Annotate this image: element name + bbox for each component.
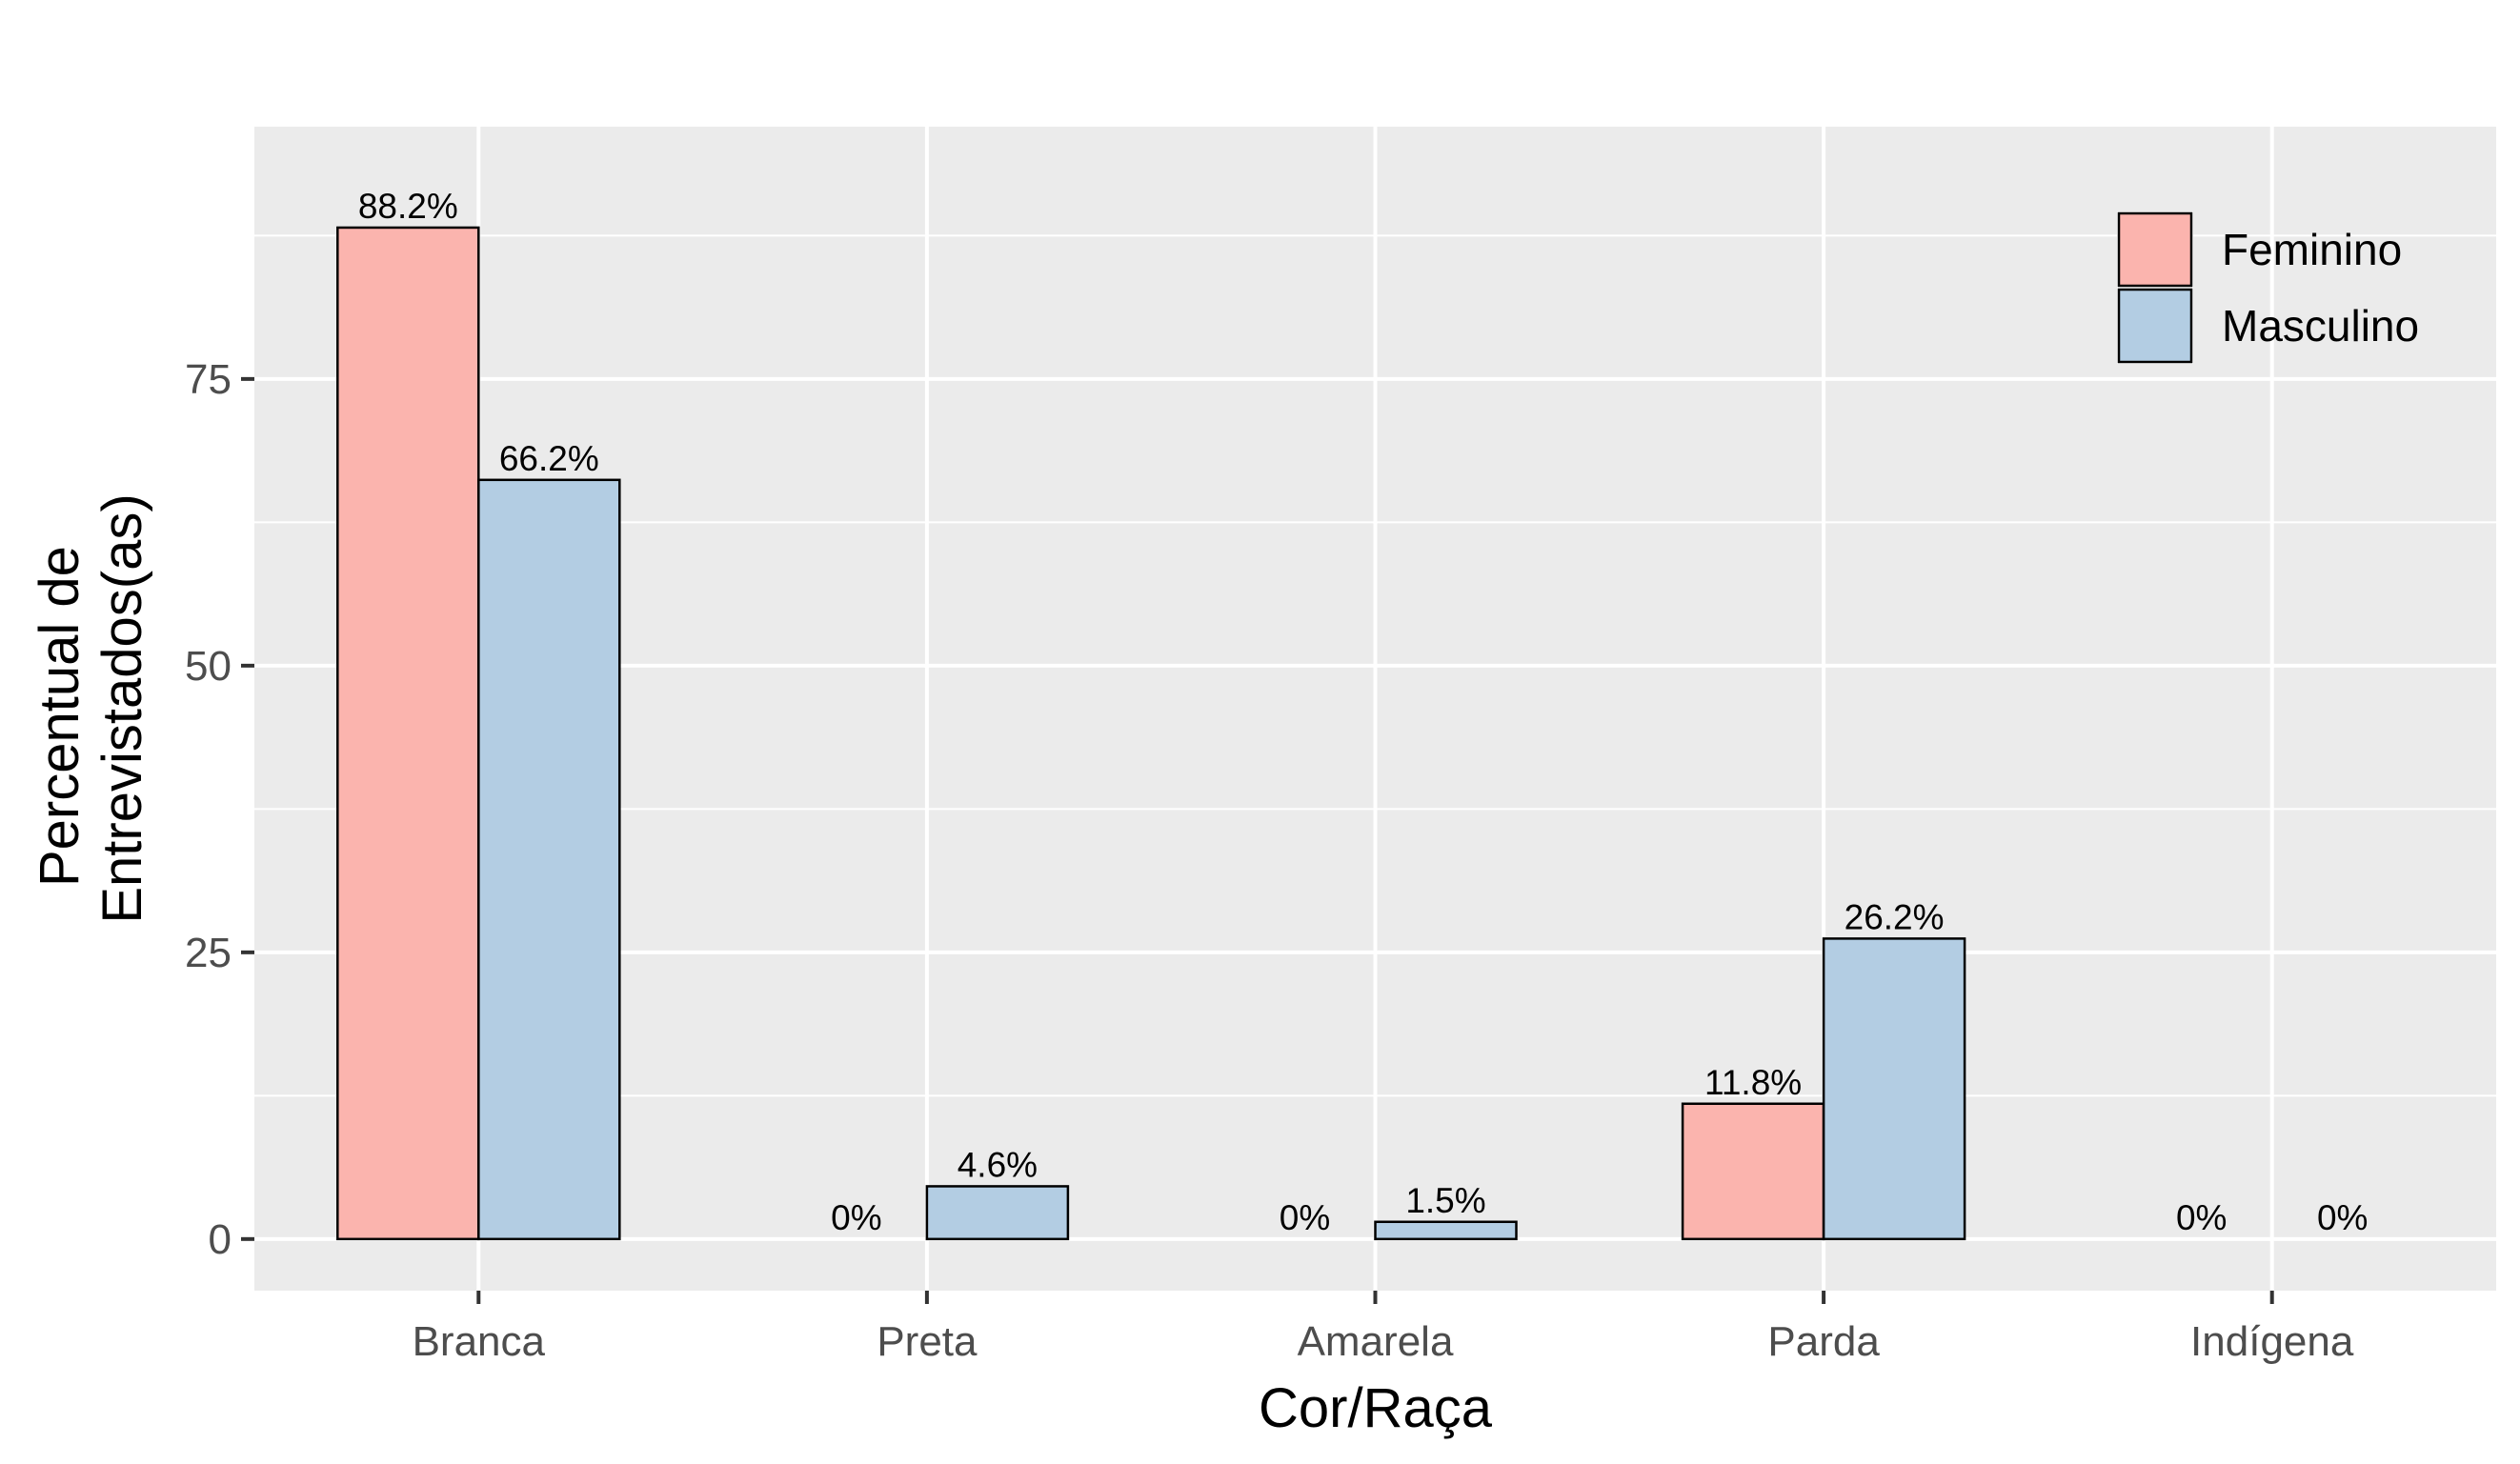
- bar-parda-masculino: [1822, 937, 1966, 1241]
- x-tick-label: Indígena: [2190, 1318, 2354, 1365]
- y-axis-title: Percentual de Entrevistados(as): [29, 493, 153, 923]
- y-axis: 0 25 50 75: [185, 356, 254, 1263]
- data-label: 0%: [2317, 1198, 2368, 1237]
- x-tick-label: Branca: [413, 1318, 546, 1365]
- bars: [336, 226, 1966, 1241]
- data-label: 11.8%: [1704, 1063, 1802, 1102]
- legend-label-feminino: Feminino: [2222, 225, 2402, 274]
- bar-branca-feminino: [336, 226, 480, 1241]
- y-tick-label: 25: [185, 930, 232, 976]
- data-labels: 88.2% 0% 0% 11.8% 0% 66.2% 4.6% 1.5% 26.2% 0%: [358, 187, 2369, 1237]
- bar-parda-feminino: [1681, 1102, 1825, 1241]
- data-label: 88.2%: [358, 187, 458, 226]
- y-axis-title-line-2: Entrevistados(as): [91, 493, 153, 923]
- legend-swatch-masculino: [2117, 288, 2193, 364]
- x-axis: Branca Preta Amarela Parda Indígena: [413, 1291, 2354, 1365]
- data-label: 1.5%: [1405, 1181, 1485, 1220]
- y-tick-label: 75: [185, 356, 232, 403]
- data-label: 66.2%: [499, 439, 599, 478]
- legend-swatch-feminino: [2117, 211, 2193, 288]
- x-tick-label: Amarela: [1298, 1318, 1454, 1365]
- x-tick-label: Parda: [1767, 1318, 1880, 1365]
- y-axis-title-line-1: Percentual de: [29, 546, 91, 887]
- data-label: 0%: [831, 1198, 881, 1237]
- data-label: 26.2%: [1845, 897, 1945, 936]
- bar-branca-masculino: [477, 478, 621, 1241]
- data-label: 4.6%: [958, 1145, 1038, 1184]
- bar-preta-masculino: [925, 1185, 1070, 1241]
- bar-amarela-masculino: [1374, 1220, 1518, 1241]
- x-axis-title: Cor/Raça: [1259, 1377, 1493, 1439]
- y-tick-label: 0: [209, 1216, 232, 1263]
- data-label: 0%: [1280, 1198, 1330, 1237]
- data-label: 0%: [2176, 1198, 2227, 1237]
- y-tick-label: 50: [185, 643, 232, 690]
- legend-label-masculino: Masculino: [2222, 301, 2419, 351]
- legend: Feminino Masculino: [2117, 211, 2419, 364]
- x-tick-label: Preta: [877, 1318, 978, 1365]
